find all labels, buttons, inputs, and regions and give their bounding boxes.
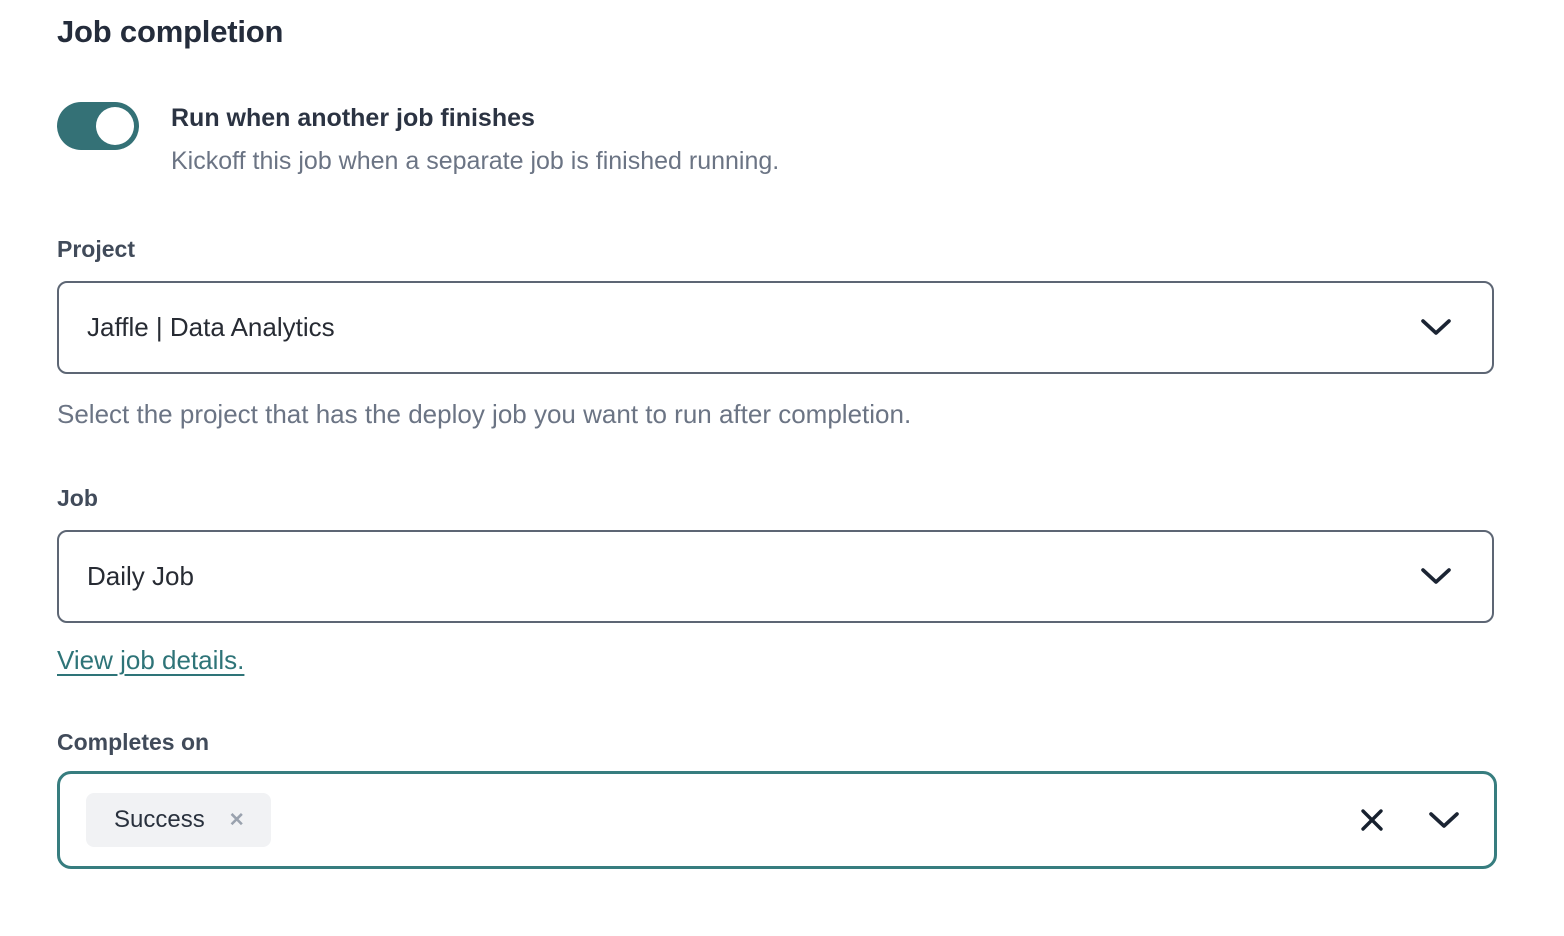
- completes-on-field-label: Completes on: [57, 728, 210, 755]
- chevron-down-icon: [1421, 319, 1451, 336]
- clear-all-x-icon[interactable]: [1358, 806, 1386, 834]
- job-completion-panel: Job completion Run when another job fini…: [57, 14, 1564, 870]
- tag-remove-x-icon[interactable]: ✕: [228, 809, 245, 831]
- project-field-label: Project: [57, 236, 135, 262]
- toggle-text-block: Run when another job finishes Kickoff th…: [171, 102, 779, 177]
- project-helper-text: Select the project that has the deploy j…: [57, 398, 912, 429]
- job-field-label: Job: [57, 484, 98, 511]
- toggle-description: Kickoff this job when a separate job is …: [171, 146, 780, 175]
- chevron-down-icon[interactable]: [1428, 811, 1460, 829]
- job-select-value: Daily Job: [87, 560, 194, 591]
- run-when-job-finishes-toggle[interactable]: [57, 102, 139, 150]
- job-select[interactable]: Daily Job: [57, 529, 1494, 623]
- toggle-knob: [96, 107, 134, 145]
- project-select-value: Jaffle | Data Analytics: [87, 311, 335, 342]
- selected-tag-success: Success ✕: [86, 793, 271, 848]
- page-title: Job completion: [57, 14, 284, 49]
- tag-label: Success: [114, 806, 205, 834]
- completes-on-field-section: Completes on Success ✕: [57, 728, 1564, 870]
- chevron-down-icon: [1421, 568, 1451, 584]
- completes-on-multiselect[interactable]: Success ✕: [57, 771, 1497, 870]
- view-job-details-link[interactable]: View job details.: [57, 644, 245, 675]
- job-field-section: Job Daily Job View job details.: [57, 484, 1564, 676]
- toggle-label: Run when another job finishes: [171, 104, 535, 132]
- run-when-job-finishes-setting: Run when another job finishes Kickoff th…: [57, 102, 1564, 177]
- project-select[interactable]: Jaffle | Data Analytics: [57, 280, 1494, 374]
- project-field-section: Project Jaffle | Data Analytics Select t…: [57, 235, 1564, 432]
